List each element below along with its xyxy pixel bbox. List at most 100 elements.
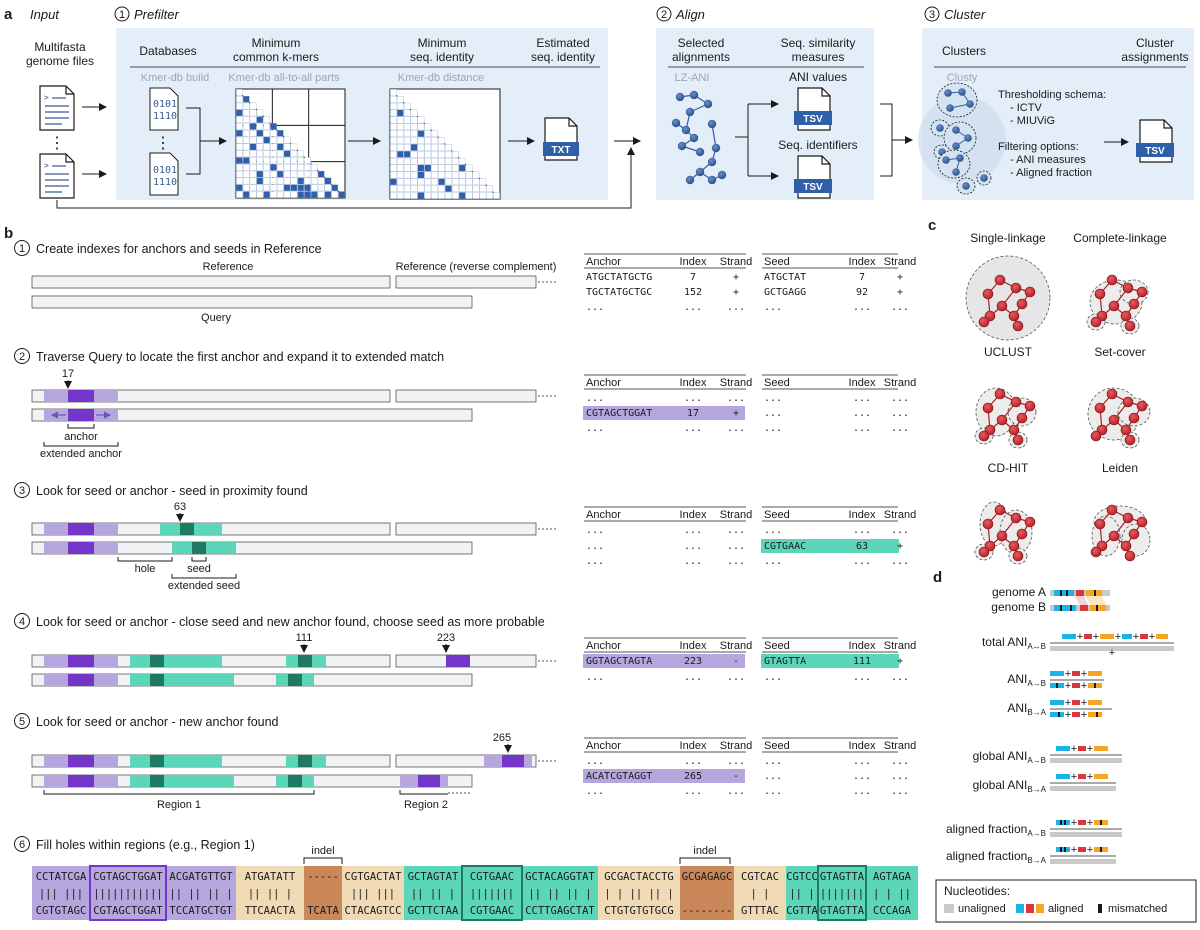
kmer-cell-match: [236, 109, 243, 117]
mismatch-mark: [1060, 847, 1062, 852]
distance-cell: [397, 144, 404, 151]
seq-top-segment: CGTGAAC: [470, 871, 514, 883]
plus-sign: +: [1065, 709, 1071, 721]
legend-unaligned: unaligned: [958, 903, 1006, 915]
table5-anchor-dots-2-index: ...: [684, 786, 702, 797]
filtering-1: Filtering options:: [998, 141, 1079, 153]
nucleotide-segment: [1050, 832, 1122, 837]
distance-cell: [397, 130, 404, 137]
alignment-node: [707, 119, 717, 129]
table2-anchor-row-highlight: [583, 406, 745, 420]
d-label: ANIA→B: [1007, 672, 1046, 688]
seq-top-segment: GCGACTACCTG: [604, 871, 674, 883]
clusty-node: [966, 100, 974, 108]
kmer-cell: [242, 143, 250, 151]
nucleotide-segment: [1072, 671, 1080, 676]
distance-cell: [424, 171, 432, 179]
kmer-cell: [249, 150, 257, 157]
table1-anchor-row-2-index: 152: [684, 287, 702, 298]
kmer-cell: [242, 170, 250, 178]
kmer-cell: [236, 123, 243, 130]
table3-seed-header-col-0: Seed: [764, 509, 790, 521]
plus-sign: +: [1077, 631, 1083, 643]
distance-cell: [403, 144, 411, 151]
table1-seed-row-2-strand: +: [897, 287, 903, 298]
kmer-cell: [236, 89, 243, 96]
thresholding-2: - ICTV: [1010, 102, 1042, 114]
tsv-label-3: TSV: [1145, 146, 1165, 157]
kmer-cell: [297, 164, 304, 171]
table5-seed-dots-3-strand: ...: [891, 786, 909, 797]
alignment-node: [685, 175, 695, 185]
distance-cell: [390, 89, 397, 96]
distance-cell: [403, 137, 411, 144]
d-label: global ANIA→B: [973, 749, 1046, 765]
distance-cell: [410, 109, 418, 117]
kmer-cell: [290, 150, 298, 157]
kmer-cell-match: [324, 191, 332, 198]
panel-c-label: c: [928, 217, 936, 234]
step-4-header: 4 Look for seed or anchor - close seed a…: [14, 613, 545, 629]
clusty-node: [958, 88, 966, 96]
kmer-cell-match: [249, 143, 257, 151]
distance-cell: [438, 137, 445, 144]
distance-cell: [431, 157, 438, 165]
table2-seed-dots-2-strand: ...: [891, 408, 909, 419]
distance-cell: [403, 164, 411, 172]
svg-text:5: 5: [19, 716, 25, 728]
alignment-node: [711, 143, 721, 153]
table1-seed-row-1-index: 7: [859, 272, 865, 283]
distance-cell: [397, 164, 404, 172]
distance-cell: [390, 137, 397, 144]
kmer-cell: [283, 157, 291, 164]
reference-rc-label: Reference (reverse complement): [396, 261, 557, 273]
plus-sign: +: [1081, 709, 1087, 721]
alignment-block: [866, 866, 918, 920]
table1-anchor-row-2-strand: +: [733, 287, 739, 298]
cluster-node: [1108, 300, 1120, 312]
kmer-cell: [236, 150, 243, 157]
nucleotide-segment: [1078, 820, 1086, 825]
pos-223: 223: [437, 632, 455, 644]
table2-seed-dots-1-seq: ...: [764, 393, 782, 404]
table4-seed-row-highlight: [761, 654, 899, 668]
table3-seed-row-index: 63: [856, 541, 868, 552]
distance-cell: [431, 178, 438, 186]
distance-cell: [390, 192, 397, 199]
input-text-1: Multifasta: [34, 40, 86, 54]
distance-cell: [390, 109, 397, 117]
cluster-node: [996, 300, 1008, 312]
distance-cell: [424, 192, 432, 199]
cluster-node: [1106, 274, 1118, 286]
clusty-node: [944, 89, 952, 97]
cluster-node: [1122, 512, 1134, 524]
distance-cell: [390, 151, 397, 158]
nucleotide-segment: [1078, 746, 1086, 751]
cluster-node: [1010, 282, 1022, 294]
min-identity-1: Minimum: [418, 36, 467, 50]
alignment-node: [703, 99, 713, 109]
table5-anchor-row-seq: ACATCGTAGGT: [586, 771, 652, 782]
plus-sign: +: [1065, 697, 1071, 709]
nucleotide-segment: [1056, 820, 1070, 825]
seq-bottom-segment: CGTGTAGC: [36, 905, 87, 917]
distance-cell: [410, 123, 418, 131]
table3-seed-row-strand: +: [897, 541, 903, 552]
mismatch-mark: [1066, 590, 1068, 596]
kmer-cell: [256, 150, 264, 157]
table5-seed-dots-1-seq: ...: [764, 756, 782, 767]
kmer-cell: [283, 136, 291, 144]
distance-cell: [410, 192, 418, 199]
distance-cell-match: [417, 171, 425, 179]
plus-sign: +: [1071, 743, 1077, 755]
clusty-node: [952, 168, 960, 176]
distance-cell: [458, 178, 466, 186]
fasta-file-icon-2: [39, 153, 75, 199]
distance-cell: [417, 157, 425, 165]
genome-b-label: genome B: [991, 600, 1046, 614]
seq-top-segment: GCTAGTAT: [408, 871, 459, 883]
kmer-cell-match: [317, 170, 325, 178]
cluster-assignments-2: assignments: [1121, 50, 1188, 64]
cluster-node: [1090, 430, 1102, 442]
